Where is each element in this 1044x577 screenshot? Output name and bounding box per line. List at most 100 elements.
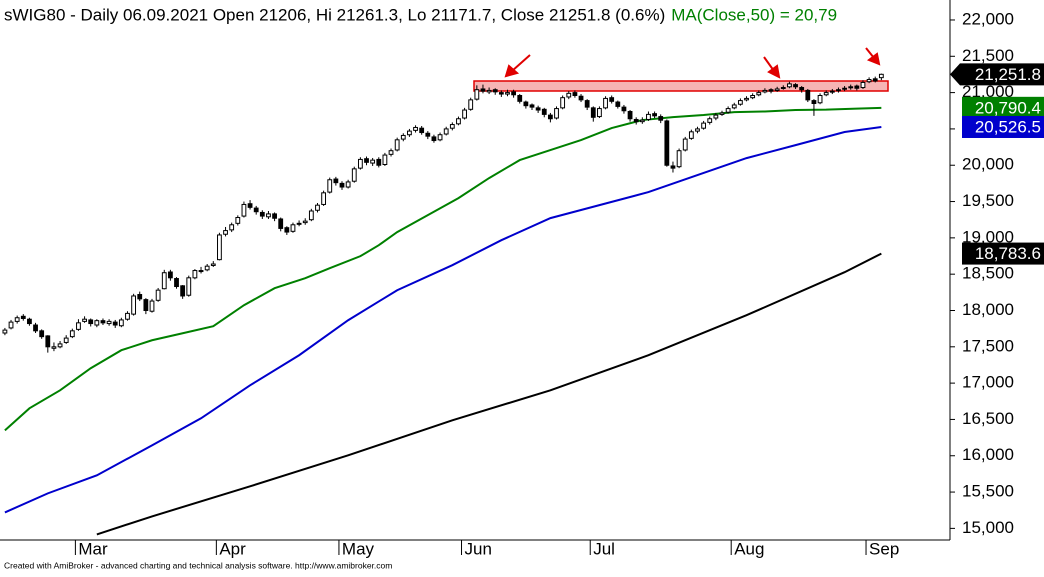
candle-body [523, 101, 529, 107]
candle-body [167, 271, 173, 279]
arrow [511, 54, 531, 72]
candle-body [339, 182, 345, 188]
candle-body [437, 134, 443, 141]
price-tag [962, 96, 1044, 119]
candle-body [20, 315, 26, 319]
candle-body [768, 89, 774, 92]
candle-body [321, 192, 327, 205]
candle-body [118, 319, 124, 327]
candle-body [2, 329, 8, 334]
candle-body [33, 324, 38, 332]
candle-body [174, 278, 179, 288]
ma-legend: MA(Close,50) = 20,79 [671, 5, 837, 24]
arrows [504, 47, 881, 79]
y-tick-label: 18,000 [962, 300, 1014, 319]
arrow-head [866, 52, 881, 66]
candle-body [217, 234, 222, 261]
candle-body [198, 270, 204, 273]
candle-body [811, 100, 817, 104]
candle-body [407, 130, 412, 136]
candle-body [357, 158, 363, 169]
x-tick-label: Apr [219, 539, 246, 558]
candle-body [259, 211, 265, 217]
candle-body [88, 319, 94, 325]
candle-body [364, 158, 369, 163]
candle-body [394, 139, 400, 151]
y-tick-label: 19,000 [962, 227, 1014, 246]
candle-body [486, 89, 492, 93]
candle-body [566, 92, 572, 98]
candle-body [652, 113, 657, 117]
candle-body [400, 134, 406, 140]
candle-body [511, 91, 517, 96]
candle-body [480, 88, 486, 92]
candle-body [517, 95, 523, 102]
candle-body [756, 92, 762, 96]
candle-body [762, 89, 768, 93]
price-tag-label: 20,790.4 [975, 98, 1041, 117]
candle-body [351, 168, 357, 182]
candle-body [560, 97, 566, 109]
candle-body [210, 263, 216, 266]
candle-body [682, 138, 688, 151]
candle-body [345, 181, 351, 188]
candle-body [14, 317, 20, 322]
candle-body [223, 230, 228, 235]
candle-body [192, 270, 198, 279]
candle-body [474, 89, 480, 100]
ma-line [4, 125, 882, 514]
candle-body [376, 158, 382, 166]
candle-body [731, 104, 737, 109]
candle-body [462, 109, 467, 119]
candle-body [106, 320, 112, 325]
price-tag [962, 242, 1044, 265]
candle-body [744, 97, 749, 101]
candle-body [866, 79, 872, 83]
candle-body [443, 128, 449, 135]
candle-body [425, 132, 431, 137]
arrow-head [767, 64, 781, 79]
candle-body [615, 101, 621, 107]
y-tick-label: 19,500 [962, 191, 1014, 210]
price-tag [962, 115, 1044, 138]
candle-body [125, 312, 130, 320]
candle-body [155, 289, 161, 301]
candle-body [554, 108, 559, 119]
candle-body [646, 113, 651, 120]
candle-body [296, 222, 302, 225]
candle-body [603, 97, 608, 109]
ma-line [96, 252, 882, 536]
candle-body [529, 104, 535, 108]
candle-body [100, 320, 106, 324]
candle-body [774, 88, 780, 91]
candle-body [112, 321, 118, 326]
candle-body [149, 300, 155, 312]
candle-body [284, 227, 290, 233]
candle-body [302, 220, 308, 224]
candle-body [823, 92, 829, 96]
moving-averages [4, 106, 882, 536]
candle-body [498, 92, 504, 95]
candle-body [63, 337, 69, 343]
candle-body [333, 178, 339, 184]
candle-body [609, 97, 615, 102]
candle-body [817, 95, 823, 104]
candle-body [737, 100, 743, 105]
candle-body [860, 81, 866, 89]
candle-body [229, 224, 235, 231]
candle-body [180, 285, 186, 297]
x-tick-label: May [342, 539, 375, 558]
candles [2, 73, 884, 353]
candle-body [836, 89, 841, 92]
y-tick-label: 20,000 [962, 155, 1014, 174]
y-tick-label: 21,000 [962, 82, 1014, 101]
x-tick-label: Aug [734, 539, 764, 558]
candle-body [688, 131, 694, 139]
candle-body [664, 120, 670, 166]
candle-body [639, 119, 645, 123]
y-tick-label: 17,500 [962, 336, 1014, 355]
candle-body [131, 295, 137, 315]
candle-body [547, 114, 553, 120]
x-tick-label: Jun [465, 539, 492, 558]
footer: Created with AmiBroker - advanced charti… [4, 560, 392, 570]
